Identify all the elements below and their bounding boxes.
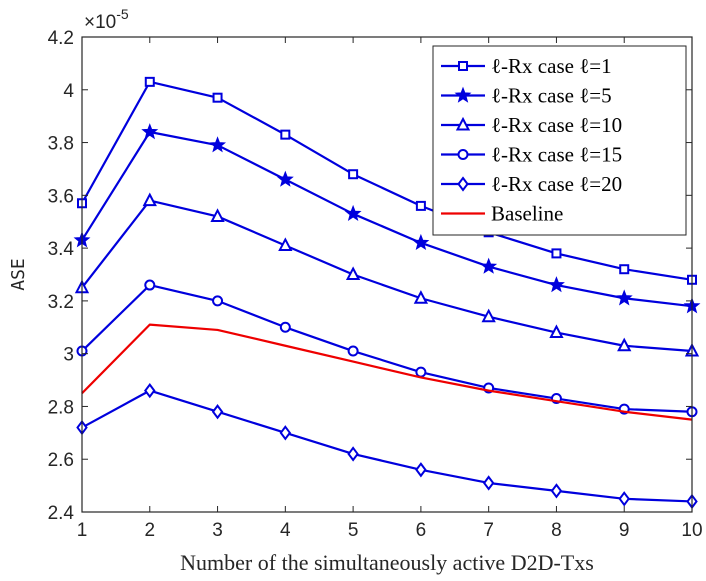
data-point [210,208,225,222]
legend-entry: ℓ-Rx case ℓ=1 [441,54,612,78]
data-point [144,76,155,87]
data-point [615,289,633,306]
data-point [413,290,429,304]
legend-marker [458,61,468,71]
data-point [211,404,224,420]
data-point [551,248,562,259]
legend: ℓ-Rx case ℓ=1 ℓ-Rx case ℓ=5 ℓ-Rx case ℓ=10… [432,45,687,236]
y-tick-label: 2.6 [48,450,74,471]
x-tick-label: 6 [416,520,427,541]
legend-label: ℓ-Rx case ℓ=15 [491,143,622,167]
series-line [81,389,693,503]
legend-entry: ℓ-Rx case ℓ=10 [441,113,622,137]
data-point [415,462,427,478]
series-layer [73,76,701,510]
y-tick-label: 4 [63,81,74,102]
data-point [144,382,156,399]
y-tick-label: 3.4 [48,239,75,260]
data-point [617,337,632,352]
data-point [209,136,227,153]
data-point [481,308,496,323]
y-tick-label: 4.2 [48,28,74,49]
data-point [549,324,564,339]
series-line [81,80,693,281]
series-line [81,199,693,353]
y-multiplier-base: ×10 [84,12,116,33]
data-point [619,264,630,275]
data-point [144,279,156,291]
legend-marker [454,86,472,103]
data-point [141,123,159,140]
legend-label: ℓ-Rx case ℓ=5 [491,84,612,108]
x-tick-label: 3 [212,520,223,541]
series-line [81,283,693,413]
axes-box [81,36,693,513]
legend-entry: ℓ-Rx case ℓ=15 [441,143,622,167]
x-axis-label: Number of the simultaneously active D2D-… [180,550,594,575]
data-point [415,200,426,211]
legend-entry: ℓ-Rx case ℓ=5 [441,84,612,108]
data-point [212,92,223,103]
data-point [412,233,430,251]
legend-box [432,45,687,236]
axes-layer [81,36,693,513]
data-point [415,366,427,378]
legend-entry: Baseline [441,202,563,226]
x-tick-label: 1 [77,520,88,541]
y-tick-label: 2.4 [48,503,75,524]
legend-label: ℓ-Rx case ℓ=20 [491,172,622,196]
ticks-layer: 1 2 3 4 5 6 7 8 9 10 2.4 2.6 2.8 3 3.2 3.4 3.6 3.8 4 4.2 [48,28,703,541]
series-line [81,130,693,308]
data-point [279,425,292,441]
data-point [345,266,361,280]
data-point [142,192,157,207]
x-tick-label: 4 [280,520,291,541]
data-point [547,276,565,293]
y-axis-multiplier: ×10-5 [84,6,129,33]
legend-label: Baseline [491,202,563,226]
y-multiplier-exponent: -5 [116,6,129,22]
data-point [618,491,630,507]
x-tick-label: 9 [619,520,630,541]
data-point [550,483,563,499]
series-5 [76,382,698,510]
data-point [280,129,291,140]
legend-marker [457,176,469,192]
y-tick-label: 3 [63,345,74,366]
data-point [278,237,293,251]
data-point [344,204,362,221]
data-point [347,345,359,357]
x-tick-label: 7 [483,520,494,541]
y-tick-label: 3.2 [48,292,74,313]
series-6 [81,323,693,421]
series-line [81,323,693,421]
data-point [480,257,498,274]
legend-label: ℓ-Rx case ℓ=10 [491,113,622,137]
x-tick-label: 10 [681,520,702,541]
legend-marker [457,149,469,160]
y-tick-label: 2.8 [48,397,74,418]
x-tick-label: 8 [551,520,562,541]
x-tick-label: 5 [348,520,359,541]
legend-entry: ℓ-Rx case ℓ=20 [441,172,622,196]
data-point [347,446,359,462]
legend-marker [455,116,471,131]
y-tick-label: 3.8 [48,134,74,155]
data-point [212,295,224,307]
y-axis-label: ASE [8,258,29,291]
data-point [276,170,294,187]
data-point [348,169,359,180]
data-point [279,321,291,333]
x-tick-label: 2 [144,520,155,541]
legend-label: ℓ-Rx case ℓ=1 [491,54,612,78]
series-3 [74,192,700,357]
data-point [482,475,495,491]
y-tick-label: 3.6 [48,186,74,207]
